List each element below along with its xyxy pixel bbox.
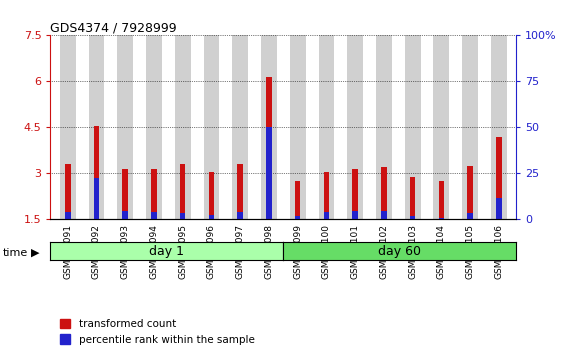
Bar — [65, 164, 71, 219]
Bar — [94, 178, 99, 219]
Bar — [180, 164, 186, 219]
Bar — [467, 166, 473, 219]
Bar — [261, 35, 277, 219]
Bar — [89, 35, 104, 219]
Text: time: time — [3, 248, 28, 258]
Legend: transformed count, percentile rank within the sample: transformed count, percentile rank withi… — [56, 315, 259, 349]
Bar — [376, 35, 392, 219]
Bar — [232, 35, 248, 219]
Bar — [496, 198, 502, 219]
Bar — [381, 211, 387, 219]
Bar — [462, 35, 478, 219]
Bar — [324, 212, 329, 219]
Bar — [60, 35, 76, 219]
Bar — [266, 77, 272, 219]
Bar — [381, 167, 387, 219]
Bar — [439, 181, 444, 219]
Bar — [94, 126, 99, 219]
Bar — [204, 35, 219, 219]
Bar — [410, 177, 415, 219]
Bar — [491, 35, 507, 219]
Bar — [352, 169, 358, 219]
Bar — [434, 35, 449, 219]
Text: GDS4374 / 7928999: GDS4374 / 7928999 — [50, 21, 177, 34]
Bar — [352, 211, 358, 219]
Bar — [496, 137, 502, 219]
Text: ▶: ▶ — [31, 248, 39, 258]
Bar — [295, 181, 301, 219]
Bar — [324, 172, 329, 219]
Bar — [117, 35, 133, 219]
Bar — [146, 35, 162, 219]
Bar — [237, 164, 243, 219]
Bar — [290, 35, 306, 219]
Text: day 60: day 60 — [378, 245, 421, 258]
Bar — [65, 212, 71, 219]
Bar — [319, 35, 334, 219]
Bar — [209, 172, 214, 219]
Bar — [175, 35, 191, 219]
Bar — [467, 213, 473, 219]
Bar — [347, 35, 363, 219]
Bar — [439, 218, 444, 219]
Bar — [209, 215, 214, 219]
Bar — [404, 35, 421, 219]
Bar — [237, 212, 243, 219]
Bar — [122, 169, 128, 219]
Bar — [410, 216, 415, 219]
Bar — [295, 216, 301, 219]
Bar — [151, 169, 157, 219]
Bar — [266, 127, 272, 219]
Bar — [180, 213, 186, 219]
Bar — [122, 211, 128, 219]
Bar — [151, 212, 157, 219]
Text: day 1: day 1 — [149, 245, 185, 258]
